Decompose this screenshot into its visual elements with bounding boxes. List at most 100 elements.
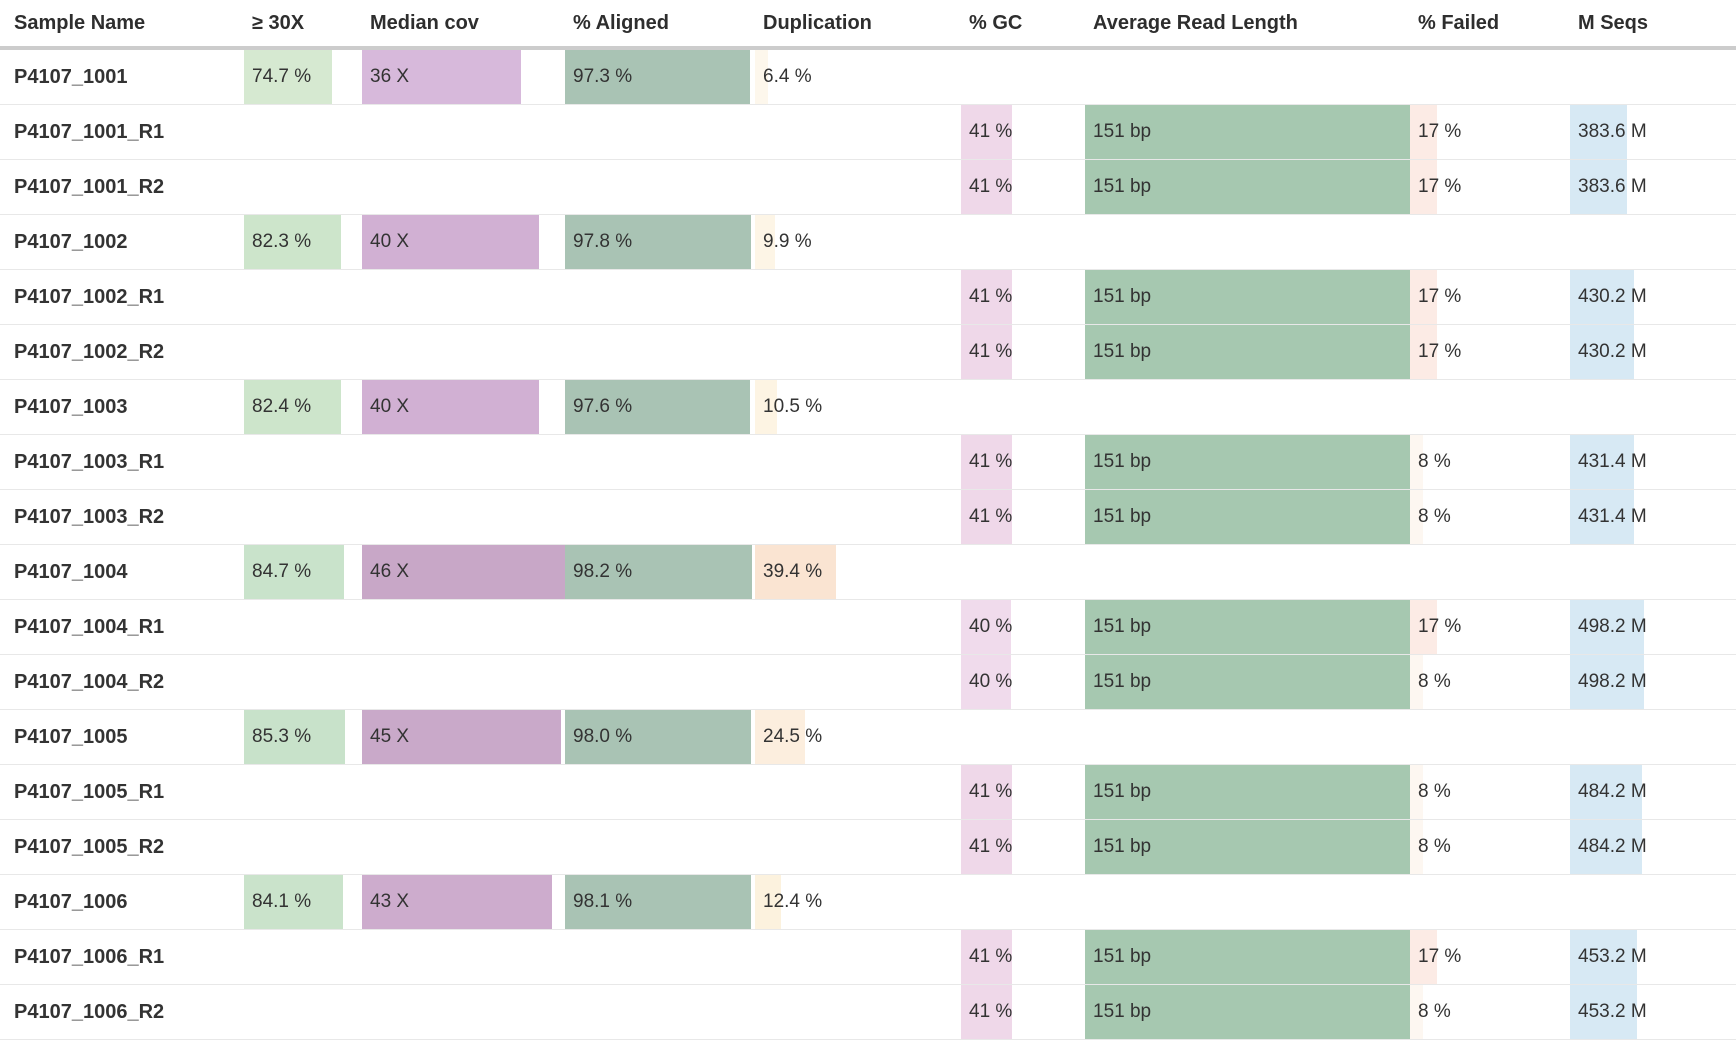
stat-cell-mseqs: 383.6 M xyxy=(1570,160,1736,215)
stat-cell-gc xyxy=(961,380,1085,435)
dup-value-bar xyxy=(755,215,776,269)
aligned-value-bar xyxy=(565,545,752,599)
ge30x-value-label: 74.7 % xyxy=(252,66,312,87)
ge30x-value-label: 85.3 % xyxy=(252,726,312,747)
stat-cell-mseqs xyxy=(1570,48,1736,105)
stat-cell-ge30x: 84.7 % xyxy=(244,545,362,600)
stat-cell-gc xyxy=(961,710,1085,765)
gc-value-bar xyxy=(961,930,1012,984)
arl-value-bar xyxy=(1085,160,1410,214)
median-value-label: 40 X xyxy=(370,396,410,417)
header-row: Sample Name ≥ 30X Median cov% Aligned Dupli… xyxy=(0,0,1736,50)
stat-cell-gc: 41 % xyxy=(961,160,1085,215)
stat-cell-mseqs: 484.2 M xyxy=(1570,765,1736,820)
stat-cell-arl: 151 bp xyxy=(1085,765,1410,820)
failed-value-bar xyxy=(1410,105,1438,159)
ge30x-value-bar xyxy=(244,215,342,269)
stat-cell-median xyxy=(362,765,565,820)
arl-value-bar xyxy=(1085,820,1410,874)
stat-cell-mseqs xyxy=(1570,545,1736,600)
mseqs-value-label: 430.2 M xyxy=(1578,286,1647,307)
stat-cell-median xyxy=(362,105,565,160)
sample-name: P4107_1002 xyxy=(14,230,128,253)
column-header-median[interactable]: Median cov xyxy=(362,0,565,50)
failed-value-bar xyxy=(1410,930,1438,984)
aligned-value-label: 97.6 % xyxy=(573,396,633,417)
column-header-mseqs[interactable]: M Seqs xyxy=(1570,0,1736,50)
sample-name: P4107_1005_R1 xyxy=(14,780,165,803)
table-row-sample: P4107_1003 82.4 % 40 X 97.6 % 10.5 % xyxy=(0,380,1736,435)
stat-cell-ge30x xyxy=(244,325,362,380)
sample-name: P4107_1004_R2 xyxy=(14,670,165,693)
stat-cell-arl: 151 bp xyxy=(1085,985,1410,1040)
stat-cell-mseqs: 498.2 M xyxy=(1570,655,1736,710)
stat-cell-ge30x xyxy=(244,435,362,490)
stat-cell-dup xyxy=(755,600,961,655)
failed-value-label: 17 % xyxy=(1418,946,1462,967)
arl-value-label: 151 bp xyxy=(1093,286,1152,307)
stat-cell-median xyxy=(362,435,565,490)
gc-value-bar xyxy=(961,270,1012,324)
gc-value-label: 41 % xyxy=(969,946,1013,967)
stat-cell-mseqs xyxy=(1570,380,1736,435)
sample-name: P4107_1002_R2 xyxy=(14,340,165,363)
gc-value-label: 40 % xyxy=(969,616,1013,637)
stat-cell-median xyxy=(362,930,565,985)
stat-cell-dup: 10.5 % xyxy=(755,380,961,435)
stat-cell-median: 43 X xyxy=(362,875,565,930)
stat-cell-median xyxy=(362,820,565,875)
ge30x-value-bar xyxy=(244,545,344,599)
stat-cell-dup xyxy=(755,105,961,160)
stat-cell-aligned: 98.1 % xyxy=(565,875,755,930)
gc-value-label: 41 % xyxy=(969,121,1013,142)
column-header-gc[interactable]: % GC xyxy=(961,0,1085,50)
stat-cell-median xyxy=(362,325,565,380)
table-row-read: P4107_1001_R1 41 % 151 bp 17 % 383.6 M xyxy=(0,105,1736,160)
arl-value-bar xyxy=(1085,435,1410,489)
stat-cell-arl xyxy=(1085,215,1410,270)
stat-cell-aligned: 97.3 % xyxy=(565,48,755,105)
stat-cell-mseqs: 430.2 M xyxy=(1570,270,1736,325)
failed-value-label: 17 % xyxy=(1418,616,1462,637)
stat-cell-dup xyxy=(755,930,961,985)
table-row-read: P4107_1002_R1 41 % 151 bp 17 % 430.2 M xyxy=(0,270,1736,325)
sample-name: P4107_1006_R2 xyxy=(14,1000,165,1023)
stat-cell-median xyxy=(362,655,565,710)
failed-value-bar xyxy=(1410,435,1423,489)
stat-cell-gc: 41 % xyxy=(961,985,1085,1040)
median-value-bar xyxy=(362,710,561,764)
stat-cell-failed: 8 % xyxy=(1410,490,1570,545)
stat-cell-gc: 40 % xyxy=(961,655,1085,710)
arl-value-label: 151 bp xyxy=(1093,616,1152,637)
stat-cell-mseqs: 498.2 M xyxy=(1570,600,1736,655)
stat-cell-dup: 9.9 % xyxy=(755,215,961,270)
column-header-aligned[interactable]: % Aligned xyxy=(565,0,755,50)
stat-cell-failed xyxy=(1410,710,1570,765)
stat-cell-aligned: 97.6 % xyxy=(565,380,755,435)
column-header-arl[interactable]: Average Read Length xyxy=(1085,0,1410,50)
stat-cell-ge30x xyxy=(244,490,362,545)
arl-value-bar xyxy=(1085,930,1410,984)
stat-cell-dup xyxy=(755,765,961,820)
sample-name: P4107_1003 xyxy=(14,395,128,418)
column-header-dup[interactable]: Duplication xyxy=(755,0,961,50)
stat-cell-failed: 8 % xyxy=(1410,985,1570,1040)
stat-cell-dup xyxy=(755,435,961,490)
arl-value-label: 151 bp xyxy=(1093,781,1152,802)
table-row-sample: P4107_1006 84.1 % 43 X 98.1 % 12.4 % xyxy=(0,875,1736,930)
median-value-bar xyxy=(362,50,521,104)
gc-value-bar xyxy=(961,160,1012,214)
column-header-failed[interactable]: % Failed xyxy=(1410,0,1570,50)
stat-cell-arl: 151 bp xyxy=(1085,435,1410,490)
column-header-ge30x[interactable]: ≥ 30X xyxy=(244,0,362,50)
stat-cell-failed: 17 % xyxy=(1410,600,1570,655)
table-row-sample: P4107_1002 82.3 % 40 X 97.8 % 9.9 % xyxy=(0,215,1736,270)
stat-cell-arl xyxy=(1085,380,1410,435)
mseqs-value-bar xyxy=(1570,160,1628,214)
ge30x-value-label: 84.1 % xyxy=(252,891,312,912)
arl-value-label: 151 bp xyxy=(1093,671,1152,692)
column-header-sample[interactable]: Sample Name xyxy=(0,0,244,50)
sample-name: P4107_1003_R1 xyxy=(14,450,165,473)
ge30x-value-bar xyxy=(244,380,342,434)
stat-cell-failed: 17 % xyxy=(1410,105,1570,160)
